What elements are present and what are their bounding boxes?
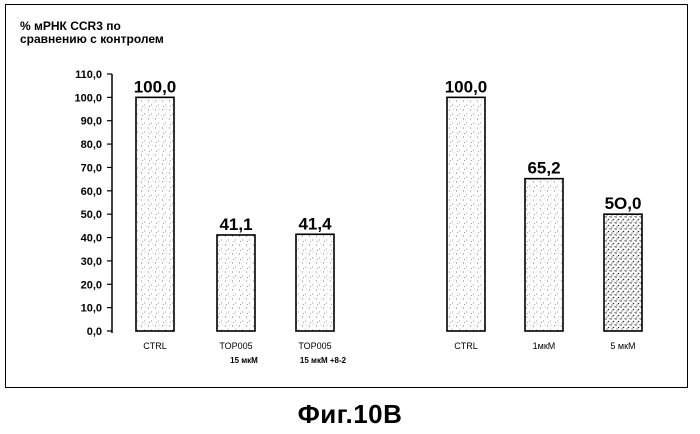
y-tick-label: 0,0 [87, 326, 102, 338]
y-tick-label: 110,0 [75, 69, 102, 81]
y-tick-label: 100,0 [74, 92, 102, 104]
bar-value-label: 41,4 [298, 214, 332, 233]
bar [296, 234, 334, 331]
y-axis-ticks: 0,0 10,0 20,0 30,0 40,0 50,0 60,0 70,0 80,0 90,0 1… [74, 69, 112, 338]
category-label-line-2: 15 мкМ [230, 356, 258, 365]
y-tick-label: 90,0 [81, 116, 102, 128]
y-tick-label: 80,0 [81, 139, 102, 151]
bars [136, 97, 642, 331]
category-label: 1мкМ [533, 341, 556, 351]
category-labels: CTRL TOP005 15 мкМ TOP005 15 мкМ +8-2 CTRL 1мк… [143, 341, 635, 365]
bar [604, 214, 642, 331]
bar-value-label: 100,0 [445, 77, 488, 96]
bar-chart: 0,0 10,0 20,0 30,0 40,0 50,0 60,0 70,0 80,0 90,0 1… [0, 0, 700, 390]
value-labels: 100,0 41,1 41,4 100,0 65,2 5О,0 [134, 77, 642, 234]
y-tick-label: 30,0 [81, 256, 102, 268]
bar [136, 97, 174, 331]
y-tick-label: 20,0 [81, 279, 102, 291]
bar-value-label: 41,1 [219, 215, 252, 234]
category-label: TOP005 [219, 341, 252, 351]
y-tick-label: 50,0 [81, 209, 102, 221]
bar-value-label: 100,0 [134, 77, 177, 96]
figure-caption: Фиг.10В [0, 399, 700, 430]
category-label: 5 мкМ [610, 341, 635, 351]
category-label: CTRL [143, 341, 167, 351]
y-tick-label: 70,0 [81, 162, 102, 174]
y-tick-label: 10,0 [81, 303, 102, 315]
bar [447, 97, 485, 331]
category-label: TOP005 [298, 341, 331, 351]
bar-value-label: 5О,0 [605, 194, 642, 213]
bar-value-label: 65,2 [527, 159, 560, 178]
y-tick-label: 60,0 [81, 186, 102, 198]
category-label-line-2: 15 мкМ +8-2 [300, 356, 347, 365]
bar [217, 235, 255, 331]
category-label: CTRL [454, 341, 478, 351]
y-tick-label: 40,0 [81, 233, 102, 245]
bar [525, 179, 563, 331]
